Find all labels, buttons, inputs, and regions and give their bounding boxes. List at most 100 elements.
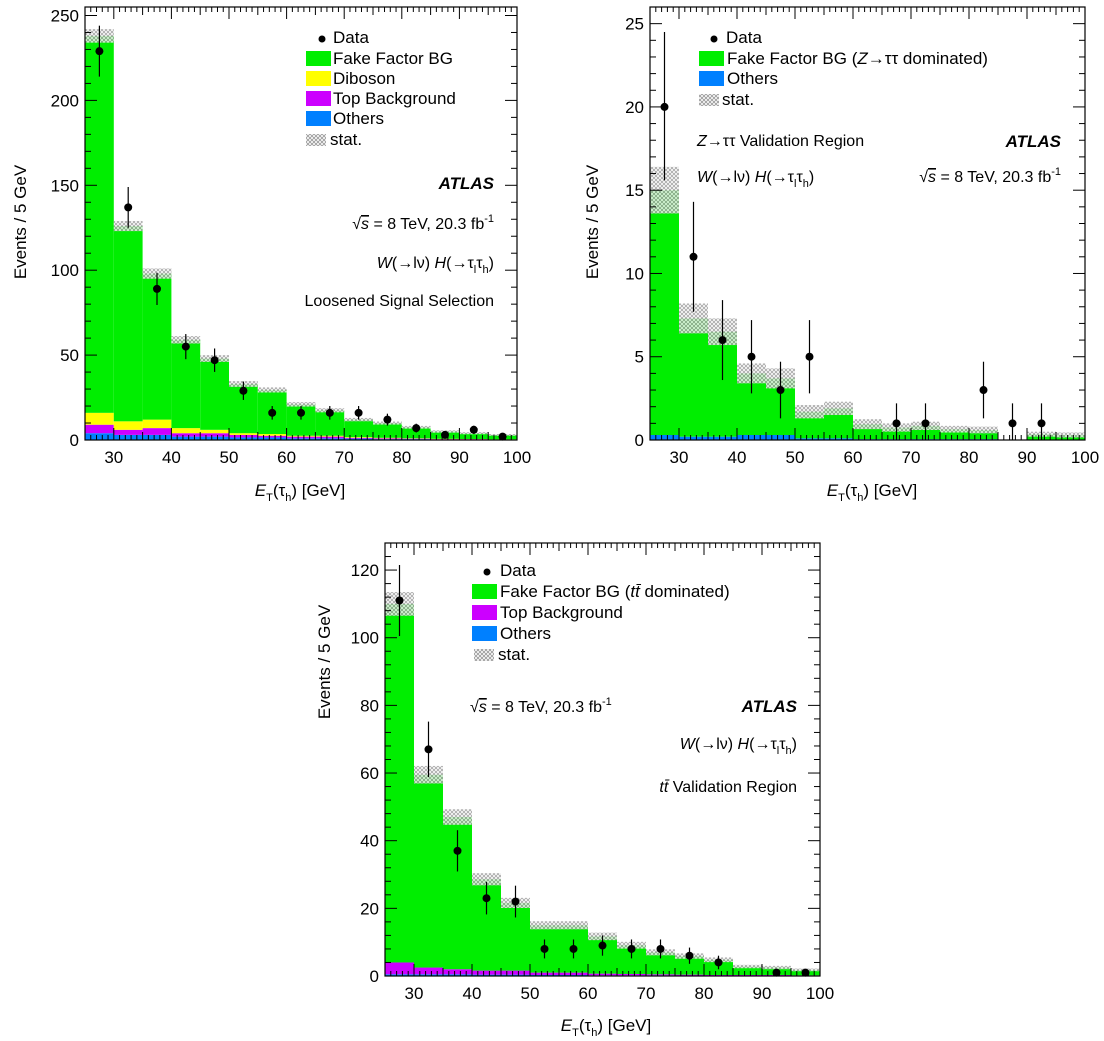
legend-swatch-stat [306,134,326,146]
bar-fake-factor-bg-z-dominated [650,190,679,436]
legend-swatch-top [306,91,331,106]
y-tick-label: 10 [625,264,644,283]
y-tick-label: 0 [370,967,379,986]
legend: Data Fake Factor BG Diboson Top Backgrou… [306,28,456,149]
bar-top-background [286,436,316,439]
bar-fake-factor-bg [373,423,402,438]
stat-uncertainty-band [940,425,969,433]
data-point [714,958,723,967]
bar-others [766,435,795,440]
data-point [498,432,507,441]
bar-fake-factor-bg-z-dominated [679,318,708,437]
bar-fake-factor-bg-tt-dominated [646,952,675,975]
y-tick-label: 250 [51,6,79,25]
y-tick-label: 0 [635,431,644,450]
data-point [210,356,219,365]
bar-fake-factor-bg-tt-dominated [414,774,443,968]
legend-marker-data [483,568,491,576]
data-point [95,47,104,56]
bar-top-background [588,973,617,976]
legend-marker-data [710,35,718,43]
data-point [153,284,161,293]
legend-swatch-stat [699,94,719,106]
bar-fake-factor-bg [113,226,143,422]
stat-uncertainty-band [286,402,316,407]
stat-uncertainty-band [257,387,287,393]
bar-others [414,974,443,976]
panel-top-left: 30 40 50 60 70 80 90 100 0 50 100 150 200 250 Events … [11,6,531,504]
data-point [453,846,462,855]
data-point [656,944,665,953]
x-tick-label: 60 [844,448,863,467]
data-point [801,968,810,977]
bar-diboson [113,421,143,430]
bar-top-background [617,973,646,976]
data-point [1037,419,1046,428]
panel-bottom: 30 40 50 60 70 80 90 100 0 20 40 60 80 100 120 Events … [315,542,834,1039]
bar-diboson [85,412,114,425]
legend: Data Fake Factor BG (Z→ττ dominated) Oth… [699,28,988,109]
bar-fake-factor-bg-tt-dominated [675,956,704,975]
legend-label-fake-factor: Fake Factor BG (Z→ττ dominated) [727,49,988,68]
y-tick-label: 50 [60,346,79,365]
bar-top-background [401,438,431,440]
y-tick-label: 100 [351,629,379,648]
y-tick-label: 25 [625,15,644,34]
legend-swatch-top [472,605,497,620]
x-tick-label: 100 [503,448,531,467]
data-point [395,596,404,605]
axes-frame [84,6,518,441]
bar-fake-factor-bg [344,419,373,438]
bar-top-background [646,974,675,976]
plot-area: 30 40 50 60 70 80 90 100 0 50 100 150 200 250 [51,6,531,467]
data-point [747,352,756,361]
data-point [689,252,698,261]
data-point [297,408,305,417]
bar-diboson [286,435,316,437]
bar-others [113,434,143,440]
bar-fake-factor-bg-z-dominated [969,430,998,440]
atlas-label: ATLAS [741,697,798,716]
bar-others [737,435,766,440]
bar-others [315,438,345,440]
bar-top-background [501,970,530,975]
data-point [627,944,636,953]
x-tick-label: 80 [960,448,979,467]
y-tick-label: 80 [360,696,379,715]
bar-top-background [142,428,172,435]
legend-label-stat: stat. [330,130,362,149]
bar-diboson [315,435,345,437]
region-label: Loosened Signal Selection [305,293,494,310]
bar-others [501,974,530,976]
bar-others [824,438,853,440]
data-point [569,944,578,953]
x-tick-label: 60 [277,448,296,467]
bar-top-background [530,972,559,975]
bar-top-background [85,424,114,434]
data-point [776,386,785,395]
bar-top-background [675,974,704,976]
stat-uncertainty-band [853,419,882,430]
atlas-label: ATLAS [1005,132,1062,151]
energy-label: √s = 8 TeV, 20.3 fb-1 [352,213,494,233]
y-tick-label: 100 [51,261,79,280]
y-axis-title: Events / 5 GeV [11,164,30,279]
data-point [540,944,549,953]
bar-others [472,974,501,976]
legend: Data Fake Factor BG (tt̄ dominated) Top … [472,561,730,664]
bar-others [229,437,258,440]
legend-swatch-others [699,71,724,86]
y-axis-title: Events / 5 GeV [315,604,334,719]
process-label: W(→lν) H(→τlτh) [680,736,797,757]
bar-others [257,437,287,440]
legend-label-fake-factor: Fake Factor BG [333,49,453,68]
bar-others [344,438,373,440]
y-tick-label: 150 [51,176,79,195]
region-label: tt̄ Validation Region [659,779,797,796]
bar-top-background [171,433,201,437]
x-tick-label: 40 [728,448,747,467]
data-point [979,386,988,395]
x-tick-label: 90 [753,984,772,1003]
bar-top-background [344,437,373,439]
stat-uncertainty-band [443,809,472,825]
